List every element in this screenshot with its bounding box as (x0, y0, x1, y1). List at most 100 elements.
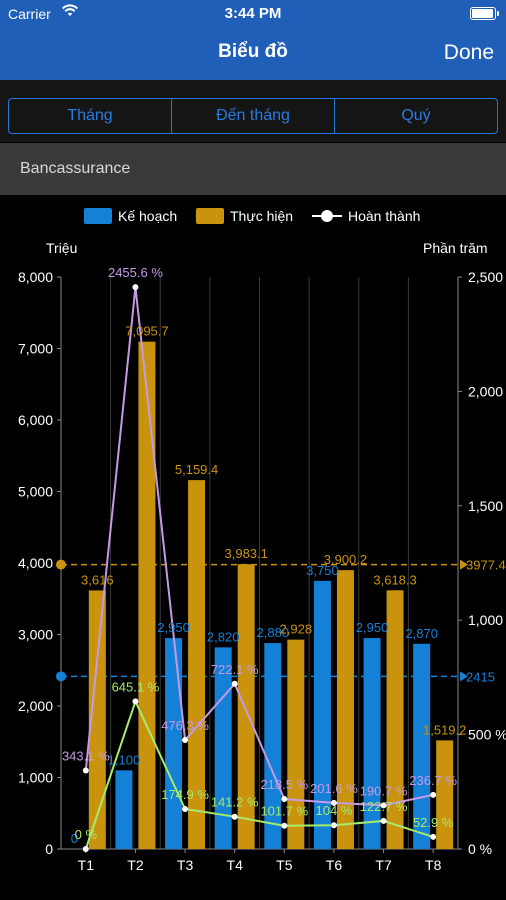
bar-plan (115, 770, 133, 849)
pct-point (132, 284, 139, 291)
y-left-tick-label: 5,000 (18, 484, 53, 500)
tab-month[interactable]: Tháng (9, 99, 172, 133)
bar-actual-label: 1,519.2 (423, 722, 466, 737)
pct-label: 218.5 % (260, 777, 308, 792)
bar-actual (287, 639, 305, 849)
pct-point (430, 791, 437, 798)
pct-label: 722.1 % (211, 662, 259, 677)
bar-plan-label: 2,880 (257, 625, 290, 640)
y-right-tick-label: 1,500 (468, 498, 503, 514)
bar-actual-label: 5,159.4 (175, 462, 218, 477)
period-segmented-control: Tháng Đến tháng Quý (8, 98, 498, 134)
x-tick-label: T5 (276, 857, 293, 873)
legend-pct-marker (321, 210, 333, 222)
y-right-tick-label: 1,000 (468, 612, 503, 628)
pct2-label: 141.2 % (211, 795, 259, 810)
y-left-tick-label: 7,000 (18, 341, 53, 357)
y-left-tick-label: 1,000 (18, 770, 53, 786)
y-right-tick-label: 500 % (468, 727, 506, 743)
pct2-label: 122.7 % (360, 799, 408, 814)
legend-actual-label: Thực hiện (230, 208, 293, 224)
wifi-icon (62, 4, 78, 21)
status-bar: Carrier 3:44 PM (0, 0, 506, 28)
pct-label: 343.1 % (62, 748, 110, 763)
y-left-title: Triệu (46, 240, 77, 256)
combo-chart: Kế hoạch Thực hiện Hoàn thành Triệu Phần… (18, 208, 506, 873)
bar-actual (336, 570, 354, 849)
x-tick-label: T2 (127, 857, 144, 873)
pct2-point (82, 846, 89, 852)
pct-label: 190.7 % (360, 783, 408, 798)
y-right-tick-label: 0 % (468, 841, 492, 857)
clock: 3:44 PM (224, 5, 282, 22)
x-tick-label: T4 (227, 857, 244, 873)
y-right-tick-label: 2,500 (468, 269, 503, 285)
bar-actual (138, 341, 156, 849)
bar-plan (363, 638, 381, 849)
bar-plan (214, 647, 232, 849)
pct2-point (182, 805, 189, 812)
bar-actual-label: 3,983.1 (225, 546, 268, 561)
legend: Kế hoạch Thực hiện Hoàn thành (84, 208, 420, 224)
reference-label: 3977.4 (466, 558, 506, 573)
pct2-point (330, 822, 337, 829)
reference-arrow (460, 559, 468, 570)
bar-plan-label: 0 (71, 831, 78, 846)
legend-plan-label: Kế hoạch (118, 208, 177, 224)
bar-actual-label: 7,095.7 (125, 324, 168, 339)
bar-plan (165, 638, 183, 849)
pct2-point (281, 822, 288, 829)
bar-plan (313, 580, 331, 849)
bar-plan-label: 2,870 (405, 626, 438, 641)
pct2-label: 101.7 % (260, 804, 308, 819)
done-button[interactable]: Done (443, 41, 494, 64)
bar-actual-label: 3,618.3 (373, 572, 416, 587)
y-left-tick-label: 8,000 (18, 269, 53, 285)
pct2-point (380, 817, 387, 824)
pct-line (84, 287, 434, 807)
x-tick-label: T6 (326, 857, 343, 873)
pct-point (182, 737, 189, 744)
pct2-label: 645.1 % (112, 679, 160, 694)
reference-label: 2415 (466, 669, 495, 684)
bar-actual-label: 3,900.2 (324, 552, 367, 567)
reference-marker (56, 559, 66, 570)
pct-point (231, 680, 238, 687)
y-left-tick-label: 3,000 (18, 627, 53, 643)
bar-plan-label: 3,750 (306, 563, 339, 578)
pct-label: 2455.6 % (108, 265, 163, 280)
nav-bar: Carrier 3:44 PM Biểu đồ Done (0, 0, 506, 80)
pct2-label: 104 % (316, 803, 353, 818)
y-right-tick-label: 2,000 (468, 383, 503, 399)
pct2-line (84, 698, 434, 850)
pct2-point (430, 833, 437, 840)
pct-label: 201.6 % (310, 781, 358, 796)
x-tick-label: T7 (375, 857, 392, 873)
legend-pct-label: Hoàn thành (348, 208, 420, 224)
bar-plan-label: 2,820 (207, 629, 240, 644)
bar-actual (188, 480, 206, 849)
bar-plan-label: 2,950 (356, 620, 389, 635)
bar-actual (436, 740, 454, 849)
battery-icon (470, 7, 499, 20)
bar-plan-label: 1,100 (108, 752, 141, 767)
tab-quarter[interactable]: Quý (401, 107, 431, 124)
pct-point (330, 799, 337, 806)
pct-point (281, 796, 288, 803)
pct-point (380, 802, 387, 809)
pct2-label: 52.9 % (413, 815, 454, 830)
x-tick-label: T8 (425, 857, 442, 873)
x-tick-label: T1 (78, 857, 95, 873)
tab-to-month[interactable]: Đến tháng (172, 99, 335, 133)
segment-bar: Tháng Đến tháng Quý (0, 80, 506, 142)
legend-actual-swatch (196, 208, 224, 224)
pct2-point (132, 698, 139, 705)
bar-actual-label: 3,616 (81, 572, 114, 587)
bar-plan-label: 2,950 (157, 620, 190, 635)
y-left-tick-label: 0 (45, 841, 53, 857)
bar-actual-label: 2,928 (280, 622, 313, 637)
pct2-point (231, 813, 238, 820)
y-left-tick-label: 4,000 (18, 555, 53, 571)
y-left-tick-label: 2,000 (18, 698, 53, 714)
y-left-tick-label: 6,000 (18, 412, 53, 428)
